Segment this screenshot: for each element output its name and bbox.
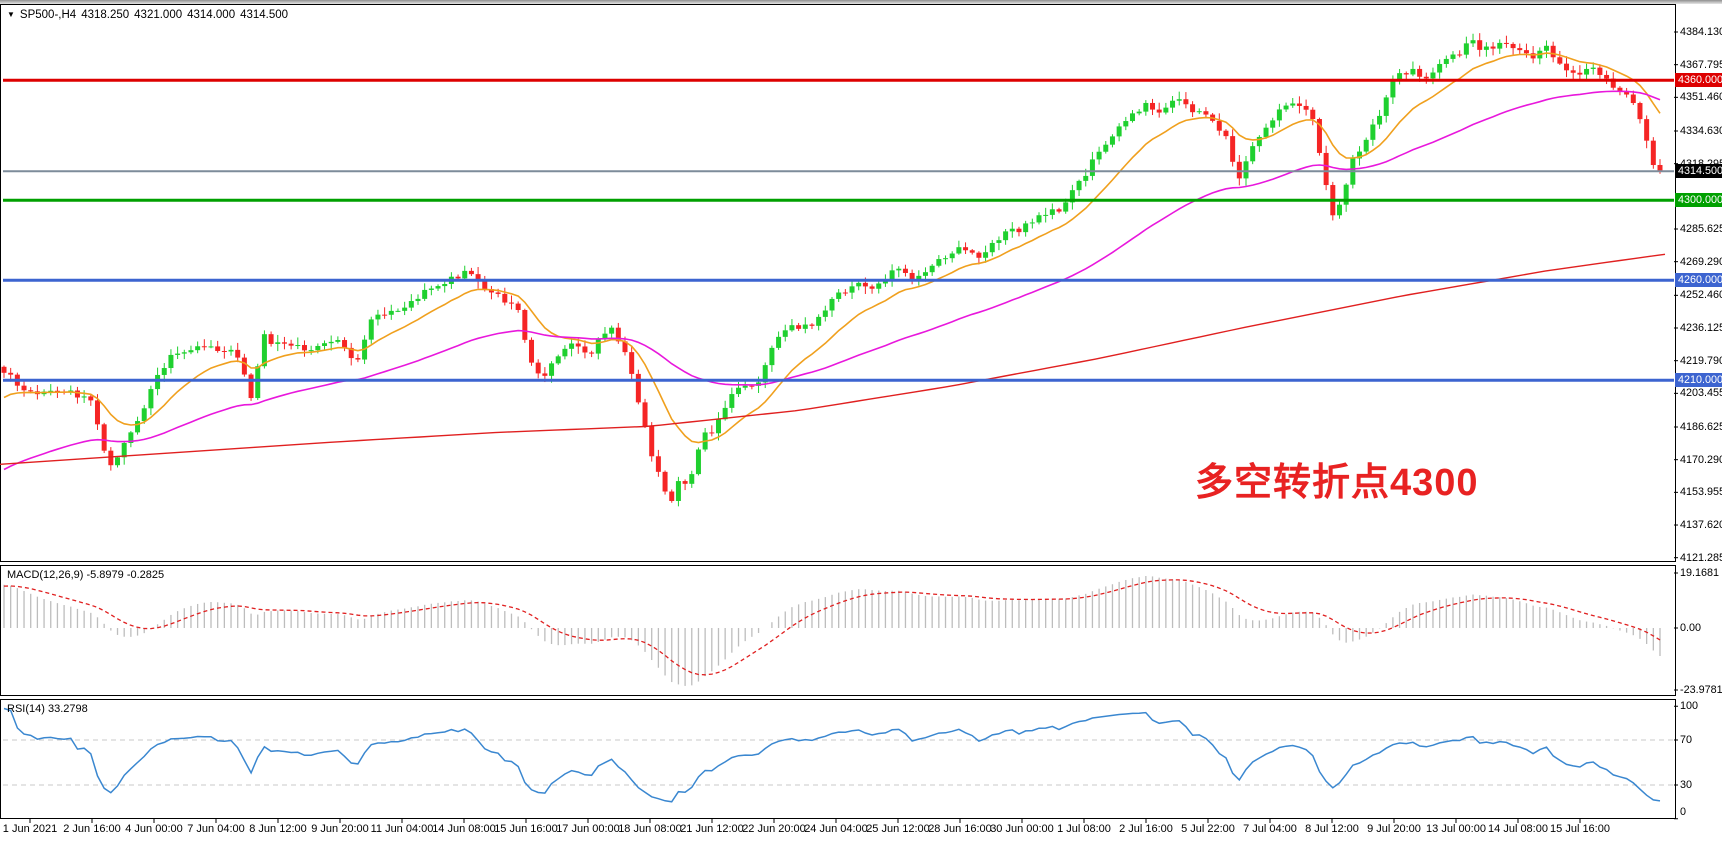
rsi-line — [3, 707, 1661, 803]
macd-tick-label: 0.00 — [1680, 622, 1702, 634]
price-tick-label: 4351.460 — [1680, 91, 1722, 104]
time-axis-label: 2 Jun 16:00 — [63, 823, 121, 835]
rsi-indicator-label: RSI(14) 33.2798 — [7, 703, 88, 715]
chart-text-annotation[interactable]: 多空转折点4300 — [1195, 462, 1479, 504]
rsi-tick-label: 70 — [1680, 734, 1693, 746]
ma-medium-line — [3, 90, 1661, 471]
price-tick-label: 4367.795 — [1680, 58, 1722, 71]
quote-close: 4314.500 — [240, 9, 289, 21]
time-axis-label: 7 Jul 04:00 — [1243, 823, 1297, 835]
price-badge-4314.500: 4314.500 — [1675, 164, 1722, 179]
macd-panel[interactable] — [0, 565, 1676, 696]
time-axis-label: 2 Jul 16:00 — [1119, 823, 1173, 835]
rsi-tick-label: 0 — [1680, 806, 1687, 818]
price-badge-4360.000: 4360.000 — [1675, 73, 1722, 88]
price-tick-label: 4384.130 — [1680, 26, 1722, 38]
time-axis-label: 7 Jun 04:00 — [187, 823, 245, 835]
time-axis-label: 4 Jun 00:00 — [125, 823, 183, 835]
price-tick-label: 4252.460 — [1680, 289, 1722, 302]
quote-open: 4318.250 — [81, 9, 130, 21]
time-axis-label: 30 Jun 00:00 — [990, 823, 1054, 835]
price-tick-label: 4269.290 — [1680, 255, 1722, 268]
candles-layer — [1, 33, 1663, 507]
quote-high: 4321.000 — [134, 9, 183, 21]
price-tick-label: 4236.125 — [1680, 322, 1722, 334]
symbol-period-label: SP500-,H4 — [19, 9, 77, 21]
time-axis-label: 25 Jun 12:00 — [866, 823, 930, 835]
time-axis-label: 24 Jun 04:00 — [804, 823, 868, 835]
macd-histogram — [3, 576, 1661, 686]
time-axis-label: 11 Jun 04:00 — [370, 823, 434, 835]
price-tick-label: 4334.630 — [1680, 125, 1722, 137]
quote-low: 4314.000 — [187, 9, 236, 21]
macd-tick-label: -23.9781 — [1680, 684, 1722, 696]
price-tick-label: 4137.620 — [1680, 519, 1722, 532]
price-badge-4210.000: 4210.000 — [1675, 373, 1722, 388]
time-axis-label: 17 Jun 00:00 — [556, 823, 620, 835]
rsi-tick-label: 100 — [1680, 700, 1699, 713]
time-axis-label: 8 Jun 12:00 — [249, 823, 307, 835]
time-axis-label: 14 Jun 08:00 — [432, 823, 496, 835]
price-tick-label: 4170.290 — [1680, 453, 1722, 466]
time-axis-label: 14 Jul 08:00 — [1488, 823, 1548, 835]
time-axis-label: 8 Jul 12:00 — [1305, 823, 1359, 835]
time-axis-label: 15 Jul 16:00 — [1550, 823, 1610, 835]
quote-header: ▼ SP500-,H4 4318.250 4321.000 4314.000 4314.5… — [7, 9, 288, 21]
time-axis-label: 9 Jun 20:00 — [311, 823, 369, 835]
time-axis-label: 1 Jun 2021 — [2, 823, 58, 835]
price-tick-label: 4285.625 — [1680, 223, 1722, 235]
price-badge-4300.000: 4300.000 — [1675, 193, 1722, 208]
price-tick-label: 4153.955 — [1680, 486, 1722, 499]
price-tick-label: 4219.790 — [1680, 354, 1722, 367]
macd-indicator-label: MACD(12,26,9) -5.8979 -0.2825 — [7, 569, 165, 581]
macd-signal-line — [3, 579, 1661, 676]
macd-tick-label: 19.1681 — [1680, 567, 1720, 579]
time-axis-label: 1 Jul 08:00 — [1057, 823, 1111, 835]
price-badge-4260.000: 4260.000 — [1675, 273, 1722, 288]
time-axis-label: 21 Jun 12:00 — [680, 823, 744, 835]
time-axis-label: 5 Jul 22:00 — [1181, 823, 1235, 835]
time-axis-label: 9 Jul 20:00 — [1367, 823, 1421, 835]
rsi-tick-label: 30 — [1680, 779, 1693, 791]
ma-fast-line — [3, 52, 1661, 444]
time-axis-label: 15 Jun 16:00 — [494, 823, 558, 835]
price-tick-label: 4121.285 — [1680, 551, 1722, 564]
time-axis-label: 22 Jun 20:00 — [742, 823, 806, 835]
window-top-edge — [0, 0, 1722, 4]
rsi-panel[interactable] — [0, 699, 1676, 819]
price-tick-label: 4203.455 — [1680, 387, 1722, 400]
price-tick-label: 4186.625 — [1680, 421, 1722, 433]
ma-slow-line — [0, 253, 1666, 465]
time-axis-label: 28 Jun 16:00 — [928, 823, 992, 835]
time-axis-label: 18 Jun 08:00 — [618, 823, 682, 835]
time-axis-label: 13 Jul 00:00 — [1426, 823, 1486, 835]
price-chart-panel[interactable] — [0, 4, 1676, 562]
chevron-down-icon[interactable]: ▼ — [7, 10, 15, 19]
